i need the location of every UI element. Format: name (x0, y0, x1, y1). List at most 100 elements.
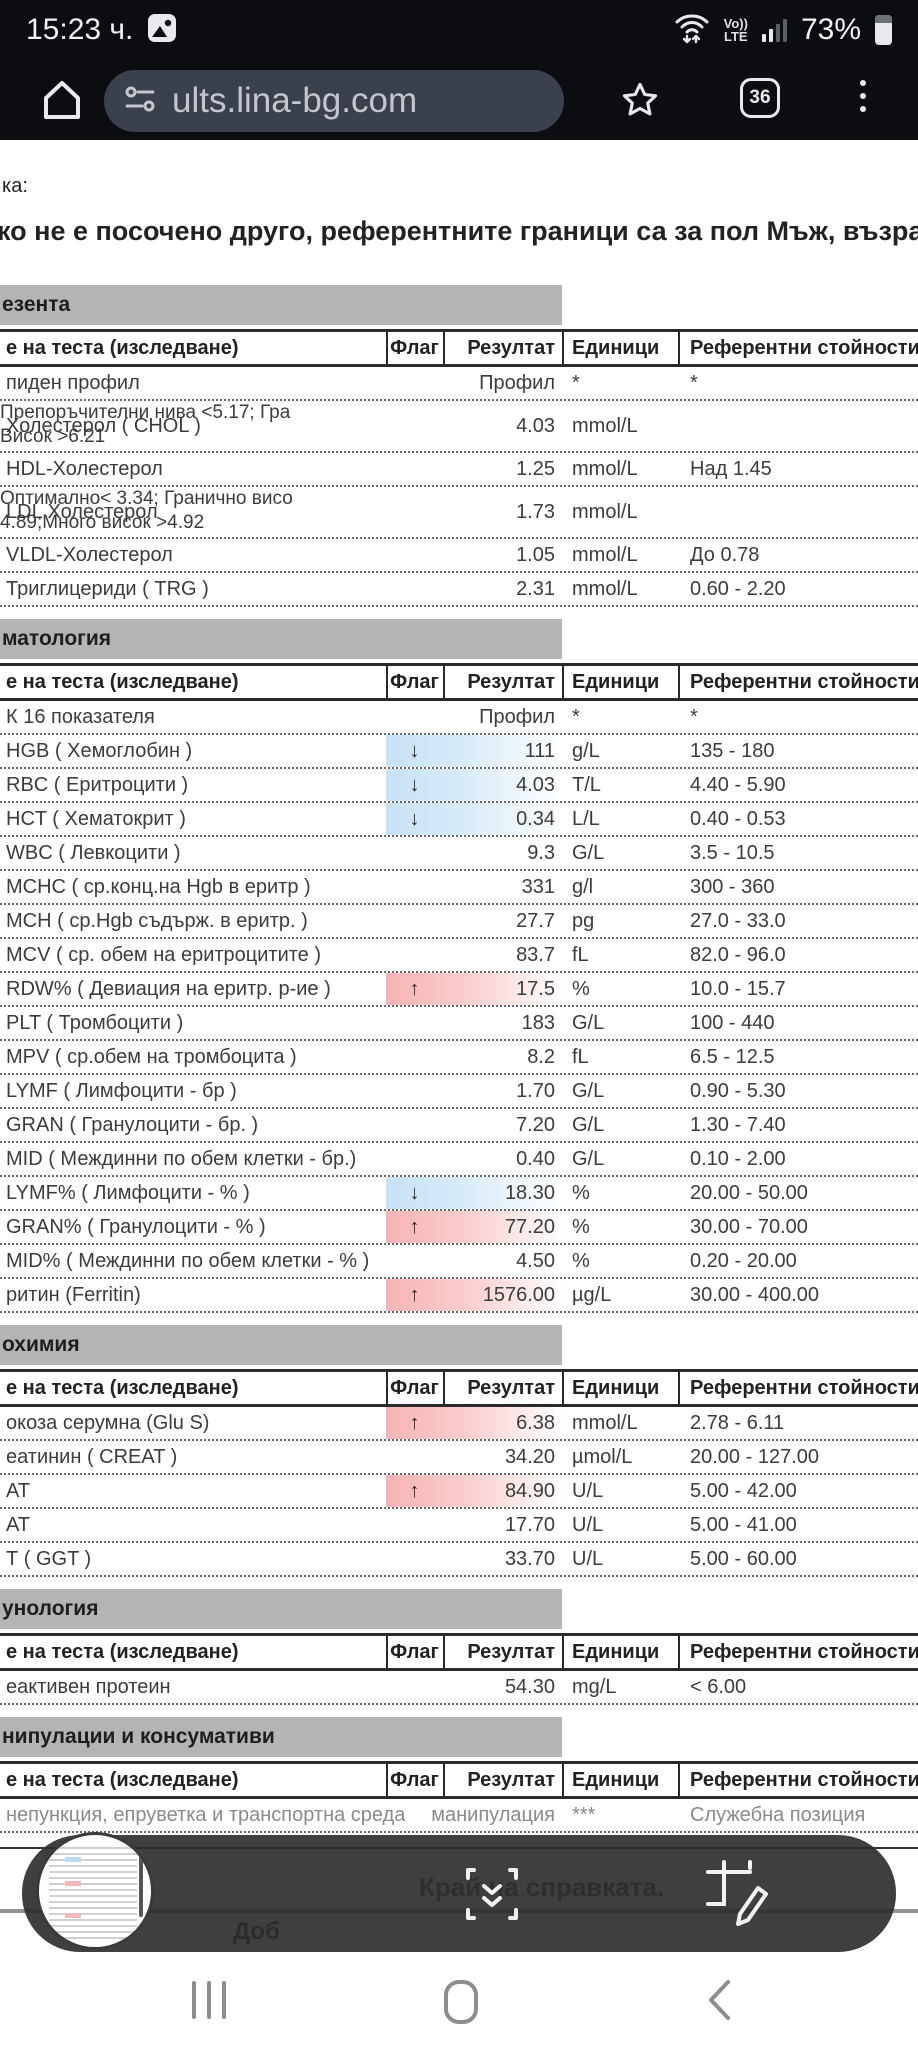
result-value: 1.73 (516, 500, 555, 523)
result-row: WBC ( Левкоцити ) 9.3 G/L 3.5 - 10.5 (0, 837, 918, 871)
units: T/L (572, 773, 601, 796)
result-value: 17.5 (516, 977, 555, 1000)
screenshot-toolbar (22, 1835, 896, 1952)
result-row: АТ 17.70 U/L 5.00 - 41.00 (0, 1509, 918, 1543)
reference-range: 2.78 - 6.11 (690, 1411, 785, 1434)
test-name: RDW% ( Девиация на еритр. р-ие ) (6, 977, 331, 1000)
units: mg/L (572, 1675, 617, 1698)
section-header: унология (0, 1589, 562, 1629)
result-row: VLDL-Холестерол 1.05 mmol/L До 0.78 (0, 539, 918, 573)
result-value: 17.70 (504, 1513, 555, 1536)
page-info-icon[interactable] (124, 84, 156, 119)
result-value: 7.20 (516, 1113, 555, 1136)
result-row: MID ( Междинни по обем клетки - бр.) 0.40… (0, 1143, 918, 1177)
url-text[interactable]: ults.lina-bg.com (172, 81, 418, 120)
result-row: HCT ( Хематокрит ) ↓ 0.34 L/L 0.40 - 0.53 (0, 803, 918, 837)
units: G/L (572, 1011, 605, 1034)
low-flag-arrow-icon: ↓ (409, 1181, 420, 1204)
bookmark-star-icon[interactable] (618, 78, 662, 127)
low-value-highlight (386, 803, 564, 835)
reference-range: 135 - 180 (690, 739, 775, 762)
test-name: HDL-Холестерол (6, 457, 163, 480)
volte-icon: Vo)) LTE (723, 16, 748, 44)
result-row: пиден профил Профил * * (0, 367, 918, 401)
units: *** (572, 1803, 596, 1826)
result-row: LYMF% ( Лимфоцити - % ) ↓ 18.30% 20.00 - 50… (0, 1177, 918, 1211)
test-name: АТ (6, 1513, 30, 1536)
result-row: окоза серумна (Glu S) ↑ 6.38 mmol/L 2.78 - 6… (0, 1407, 918, 1441)
status-bar: 15:23 ч. Vo)) LTE (0, 0, 918, 60)
units: G/L (572, 1113, 605, 1136)
reference-range: < 6.00 (690, 1675, 747, 1698)
result-value: Профил (479, 705, 555, 728)
units: mmol/L (572, 1411, 638, 1434)
result-row: Холестерол ( CHOL ) 4.03 mmol/L Препоръчите… (0, 401, 918, 453)
reference-range: * (690, 371, 698, 394)
reference-range: 5.00 - 42.00 (690, 1479, 797, 1502)
result-value: 4.03 (516, 773, 555, 796)
url-bar[interactable]: ults.lina-bg.com (104, 70, 564, 132)
units: pg (572, 909, 595, 932)
result-value: 27.7 (516, 909, 555, 932)
result-row: LYMF ( Лимфоцити - бр ) 1.70 G/L 0.90 - 5.3… (0, 1075, 918, 1109)
back-button[interactable] (698, 1977, 744, 2028)
browser-toolbar: ults.lina-bg.com 36 (0, 60, 918, 140)
test-name: окоза серумна (Glu S) (6, 1411, 210, 1434)
high-value-highlight (386, 1475, 564, 1507)
result-value: 9.3 (527, 841, 555, 864)
screenshot-thumbnail[interactable] (36, 1832, 154, 1950)
test-name: Холестерол ( CHOL ) (6, 414, 201, 437)
high-value-highlight (386, 1279, 564, 1311)
reference-range: 30.00 - 70.00 (690, 1215, 808, 1238)
reference-range: Оптимално< 3.34; Гранично висо 4.89;Много… (0, 488, 293, 533)
tab-switcher-button[interactable]: 36 (740, 78, 780, 118)
result-value: 4.03 (516, 414, 555, 437)
result-row: К 16 показателя Профил * * (0, 701, 918, 735)
units: fL (572, 1045, 589, 1068)
table-header-row: е на теста (изследване) Флаг Резултат Едини… (0, 1369, 918, 1407)
low-value-highlight (386, 769, 564, 801)
home-button[interactable] (38, 76, 86, 129)
test-name: еактивен протеин (6, 1675, 171, 1698)
table-header-row: е на теста (изследване) Флаг Резултат Едини… (0, 1633, 918, 1671)
result-value: 84.90 (504, 1479, 555, 1502)
test-name: ритин (Ferritin) (6, 1283, 141, 1306)
result-value: 2.31 (516, 577, 555, 600)
result-row: непункция, епруветка и транспортна среда… (0, 1799, 918, 1833)
units: G/L (572, 1147, 605, 1170)
edit-crop-button[interactable] (706, 1858, 774, 1935)
test-name: АТ (6, 1479, 30, 1502)
reference-range: * (690, 705, 698, 728)
units: L/L (572, 807, 600, 830)
low-flag-arrow-icon: ↓ (409, 739, 420, 762)
result-row: Т ( GGT ) 33.70 U/L 5.00 - 60.00 (0, 1543, 918, 1577)
high-flag-arrow-icon: ↑ (409, 1283, 420, 1306)
recents-button[interactable] (186, 1977, 232, 2028)
units: U/L (572, 1513, 604, 1536)
units: g/L (572, 739, 600, 762)
result-value: 0.34 (516, 807, 555, 830)
units: µmol/L (572, 1445, 633, 1468)
units: mmol/L (572, 543, 638, 566)
units: g/l (572, 875, 594, 898)
low-value-highlight (386, 735, 564, 767)
result-value: 77.20 (504, 1215, 555, 1238)
result-row: LDL Холестерол 1.73 mmol/L Оптимално< 3.34;… (0, 487, 918, 539)
home-nav-button[interactable] (436, 1977, 486, 2032)
scroll-capture-button[interactable] (460, 1862, 524, 1931)
high-flag-arrow-icon: ↑ (409, 977, 420, 1000)
test-name: еатинин ( CREAT ) (6, 1445, 178, 1468)
result-value: 1.70 (516, 1079, 555, 1102)
reference-range: 0.90 - 5.30 (690, 1079, 786, 1102)
test-name: MPV ( ср.обем на тромбоцита ) (6, 1045, 297, 1068)
reference-range: 4.40 - 5.90 (690, 773, 786, 796)
units: µg/L (572, 1283, 612, 1306)
browser-menu-button[interactable] (860, 80, 866, 119)
test-name: Т ( GGT ) (6, 1547, 92, 1570)
table-header-row: е на теста (изследване) Флаг Резултат Едини… (0, 329, 918, 367)
test-name: LYMF% ( Лимфоцити - % ) (6, 1181, 250, 1204)
high-flag-arrow-icon: ↑ (409, 1411, 420, 1434)
result-row: GRAN ( Гранулоцити - бр. ) 7.20 G/L 1.30 - … (0, 1109, 918, 1143)
result-value: 83.7 (516, 943, 555, 966)
